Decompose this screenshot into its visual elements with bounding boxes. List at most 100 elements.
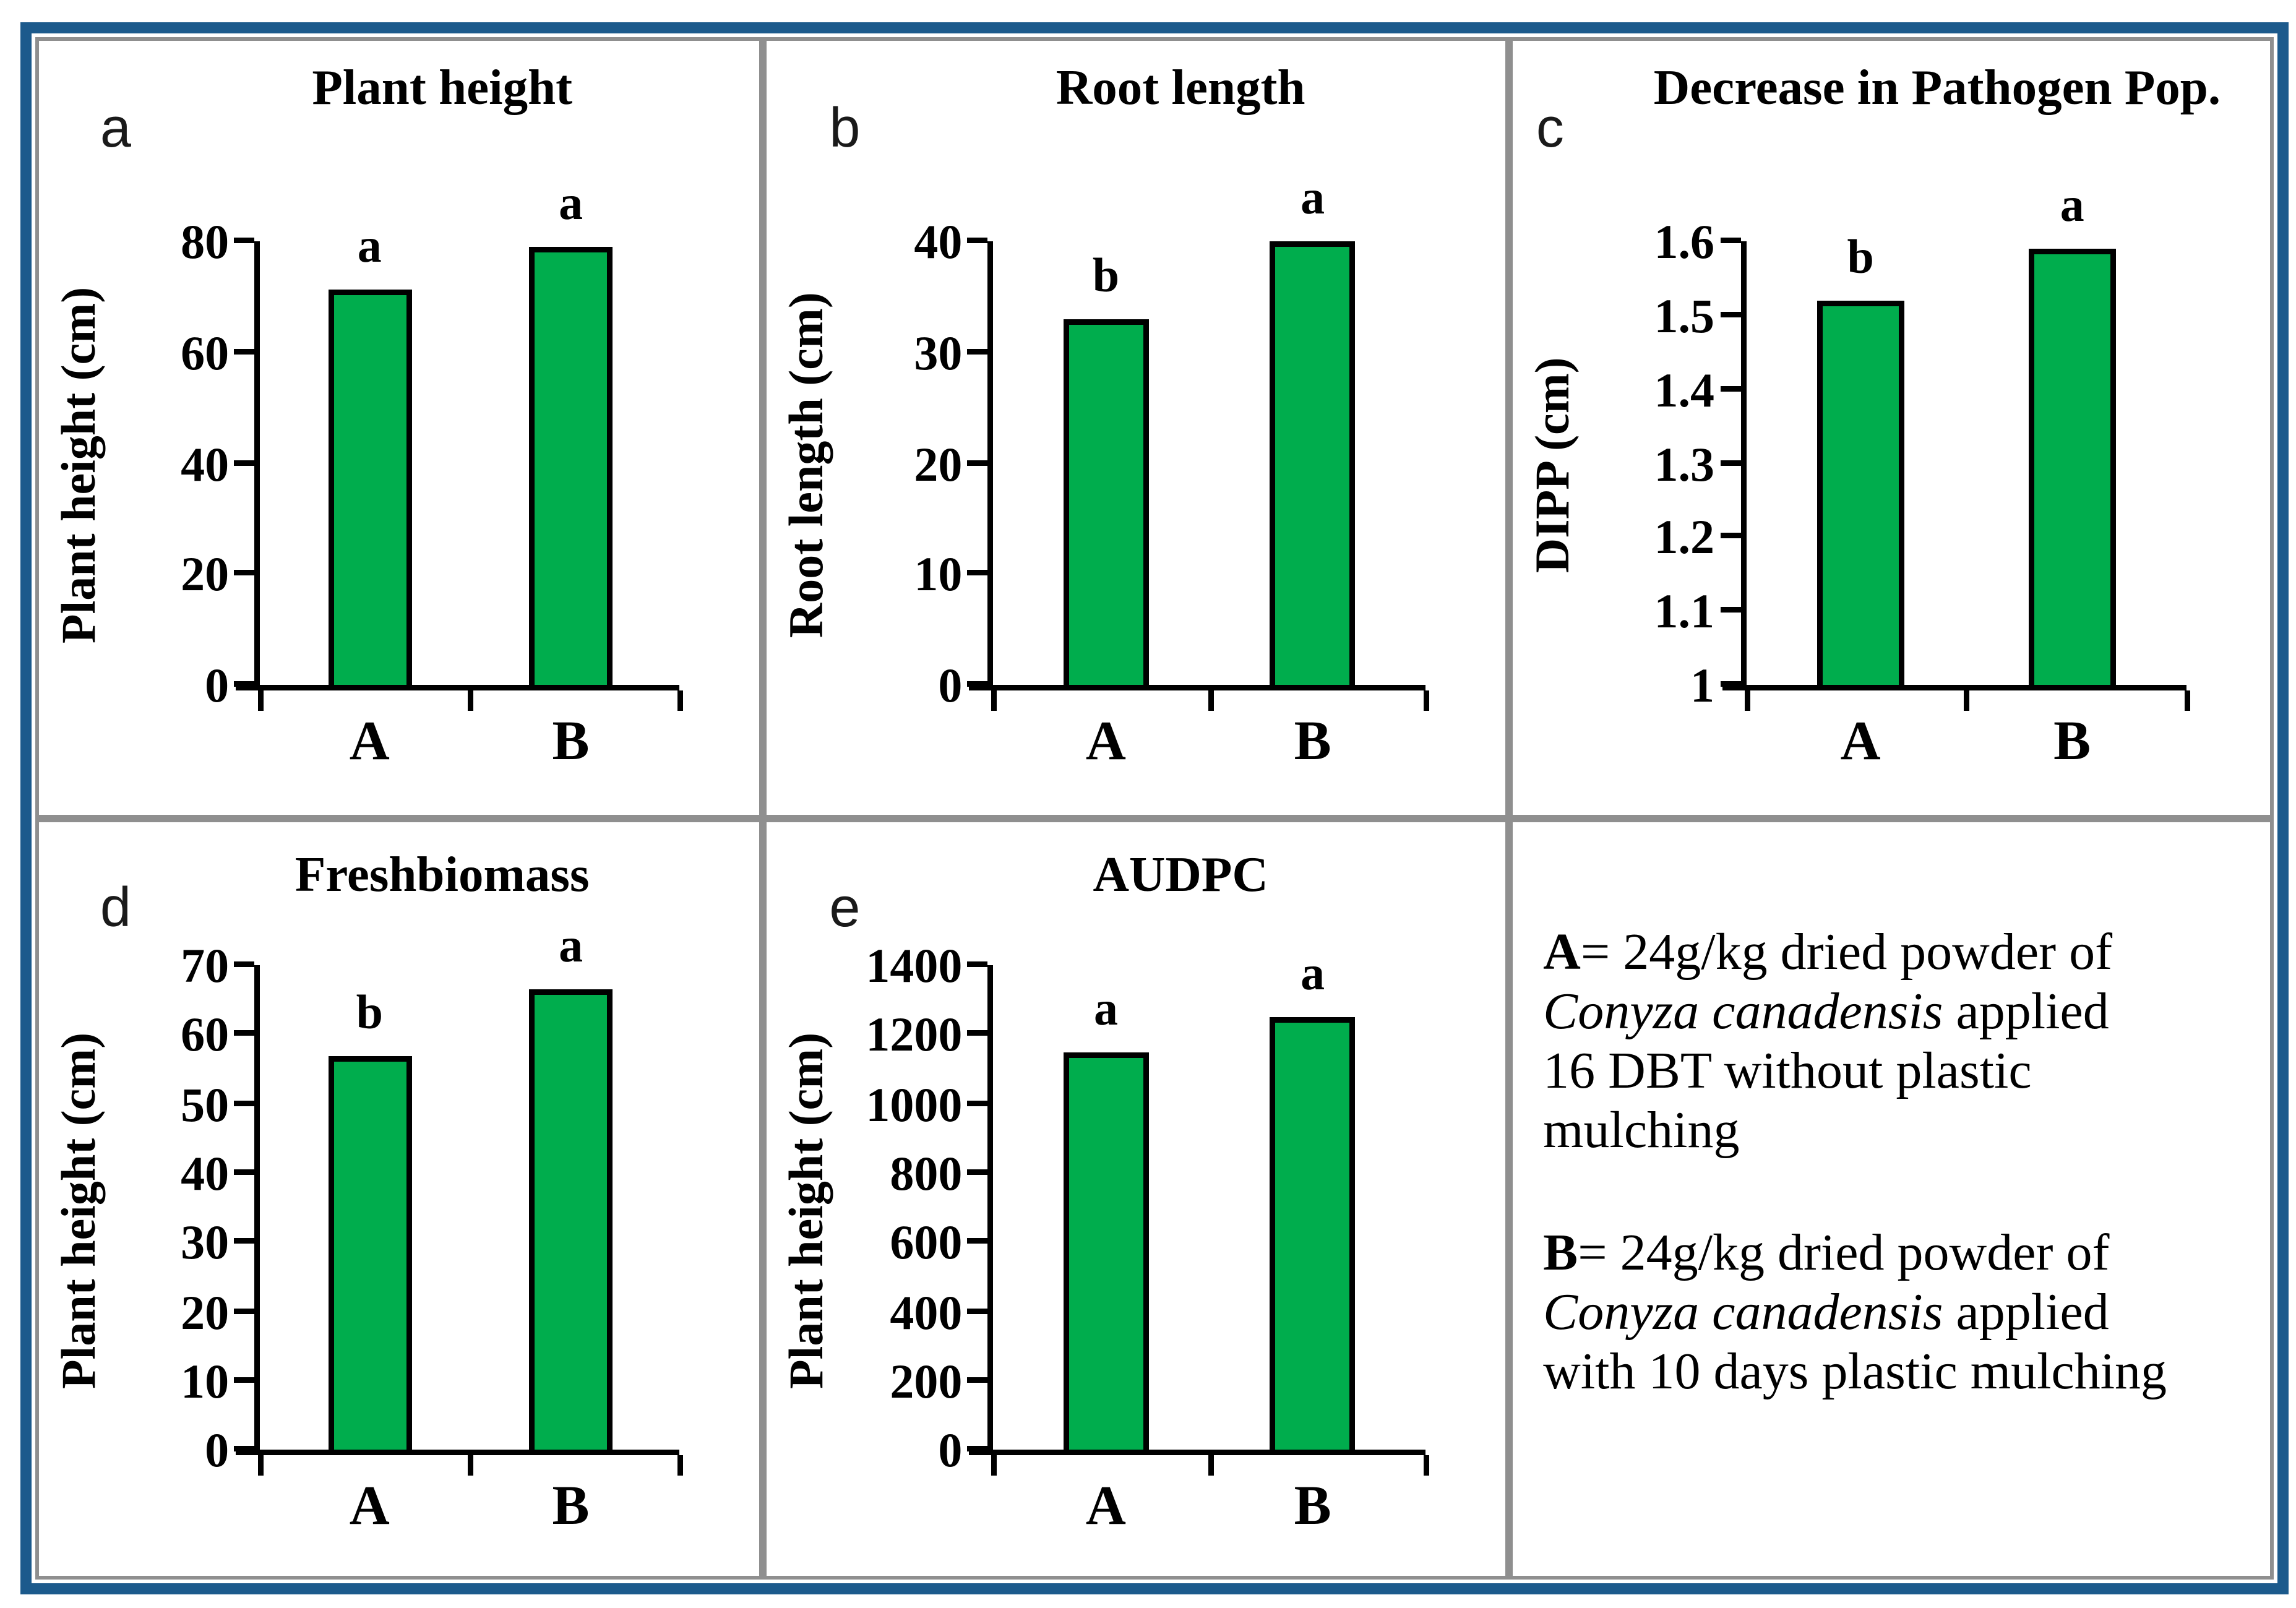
legend-line: mulching [1543, 1102, 2244, 1161]
category-label: A [349, 1476, 390, 1537]
y-tick-label: 0 [205, 1424, 230, 1478]
chart-title: AUDPC [1093, 846, 1268, 902]
y-tick-label: 50 [181, 1077, 230, 1132]
significance-label: a [2060, 178, 2084, 233]
category-label: B [2053, 711, 2091, 773]
y-tick [968, 1099, 989, 1106]
y-axis-label: Plant height (cm) [51, 1032, 106, 1389]
y-tick-label: 60 [181, 327, 230, 381]
x-tick [468, 690, 474, 712]
y-tick [234, 1030, 256, 1036]
y-tick-label: 20 [181, 1286, 230, 1340]
y-tick-label: 20 [181, 548, 230, 603]
legend-line: A= 24g/kg dried powder of [1543, 924, 2244, 983]
y-tick-label: 1 [1690, 659, 1714, 713]
legend-text-segment: 16 DBT without plastic [1543, 1043, 2032, 1101]
y-tick-label: 1.1 [1654, 585, 1714, 639]
x-tick [677, 690, 684, 712]
x-tick [259, 690, 265, 712]
legend-text-segment: mulching [1543, 1102, 1740, 1160]
x-tick [1422, 1455, 1429, 1476]
x-axis-extension [970, 685, 994, 691]
category-label: A [1840, 711, 1881, 773]
y-tick [234, 460, 256, 466]
y-tick-label: 10 [914, 548, 963, 603]
y-tick-label: 1.2 [1654, 511, 1714, 565]
legend-text-segment: Conyza canadensis [1543, 1284, 1943, 1342]
y-tick [234, 1446, 256, 1452]
y-tick [234, 1377, 256, 1383]
panel-d: d Freshbiomass Plant height (cm) 0 10 20 30 40 5… [35, 818, 763, 1581]
y-tick-label: 0 [205, 659, 230, 713]
y-tick [1719, 607, 1740, 613]
y-tick [1719, 385, 1740, 392]
x-tick [677, 1455, 684, 1476]
y-tick [1719, 533, 1740, 540]
bar [1816, 301, 1905, 686]
significance-label: a [1301, 947, 1325, 1000]
significance-label: a [559, 919, 583, 973]
x-tick [1743, 690, 1750, 712]
y-tick [968, 961, 989, 967]
chart-title: Decrease in Pathogen Pop. [1653, 60, 2221, 116]
y-tick-label: 30 [181, 1216, 230, 1270]
y-tick-label: 70 [181, 939, 230, 993]
category-label: A [1085, 711, 1126, 773]
legend-text-segment: = 24g/kg dried powder of [1580, 924, 2113, 982]
x-axis-extension [236, 1450, 261, 1456]
legend-text-segment: applied [1943, 1284, 2109, 1342]
significance-label: a [559, 176, 583, 231]
y-axis-label: Plant height (cm) [779, 1032, 833, 1389]
x-tick [992, 1455, 998, 1476]
bar [2027, 249, 2117, 686]
y-tick-label: 40 [181, 1147, 230, 1201]
legend-text-segment: = 24g/kg dried powder of [1578, 1224, 2110, 1283]
y-tick-label: 60 [181, 1008, 230, 1062]
significance-label: b [1092, 249, 1120, 303]
x-tick [1964, 690, 1971, 712]
x-tick [1422, 690, 1429, 712]
y-tick [234, 238, 256, 244]
bar [327, 1055, 412, 1450]
y-tick [1719, 681, 1740, 687]
significance-label: b [1847, 230, 1874, 285]
category-label: B [1294, 711, 1331, 773]
y-tick-label: 1.5 [1654, 290, 1714, 344]
y-tick [968, 570, 989, 577]
x-tick [2185, 690, 2191, 712]
legend-text-segment: applied [1943, 983, 2109, 1041]
bar [528, 989, 613, 1450]
significance-label: a [1301, 171, 1325, 226]
y-tick [968, 1308, 989, 1314]
panel-letter: c [1536, 98, 1564, 160]
x-tick [468, 1455, 474, 1476]
legend-line: Conyza canadensis applied [1543, 983, 2244, 1043]
y-tick [968, 1377, 989, 1383]
chart-title: Root length [1056, 60, 1305, 116]
bar [327, 289, 412, 686]
y-tick-label: 40 [181, 437, 230, 492]
category-label: A [1085, 1476, 1126, 1537]
legend-text-segment: with 10 days plastic mulching [1543, 1343, 2167, 1401]
y-tick-label: 0 [938, 1424, 963, 1478]
legend-text-segment: B [1543, 1224, 1578, 1283]
y-tick-label: 1400 [866, 939, 963, 993]
y-tick [234, 1238, 256, 1244]
y-tick-label: 10 [181, 1355, 230, 1409]
y-tick-label: 600 [890, 1216, 963, 1270]
significance-label: a [357, 218, 382, 273]
figure-frame: a Plant height Plant height (cm) 0 20 40 60 80 a… [20, 22, 2289, 1596]
y-tick-label: 800 [890, 1147, 963, 1201]
y-tick [1719, 460, 1740, 466]
panel-a: a Plant height Plant height (cm) 0 20 40 60 80 a… [35, 37, 763, 819]
legend-paragraph-gap [1543, 1161, 2244, 1224]
y-tick [968, 681, 989, 687]
y-tick [968, 1030, 989, 1036]
figure-grid: a Plant height Plant height (cm) 0 20 40 60 80 a… [35, 37, 2274, 1581]
y-tick-label: 40 [914, 216, 963, 270]
y-axis-label: DIPP (cm) [1526, 358, 1581, 574]
y-tick-label: 30 [914, 327, 963, 381]
